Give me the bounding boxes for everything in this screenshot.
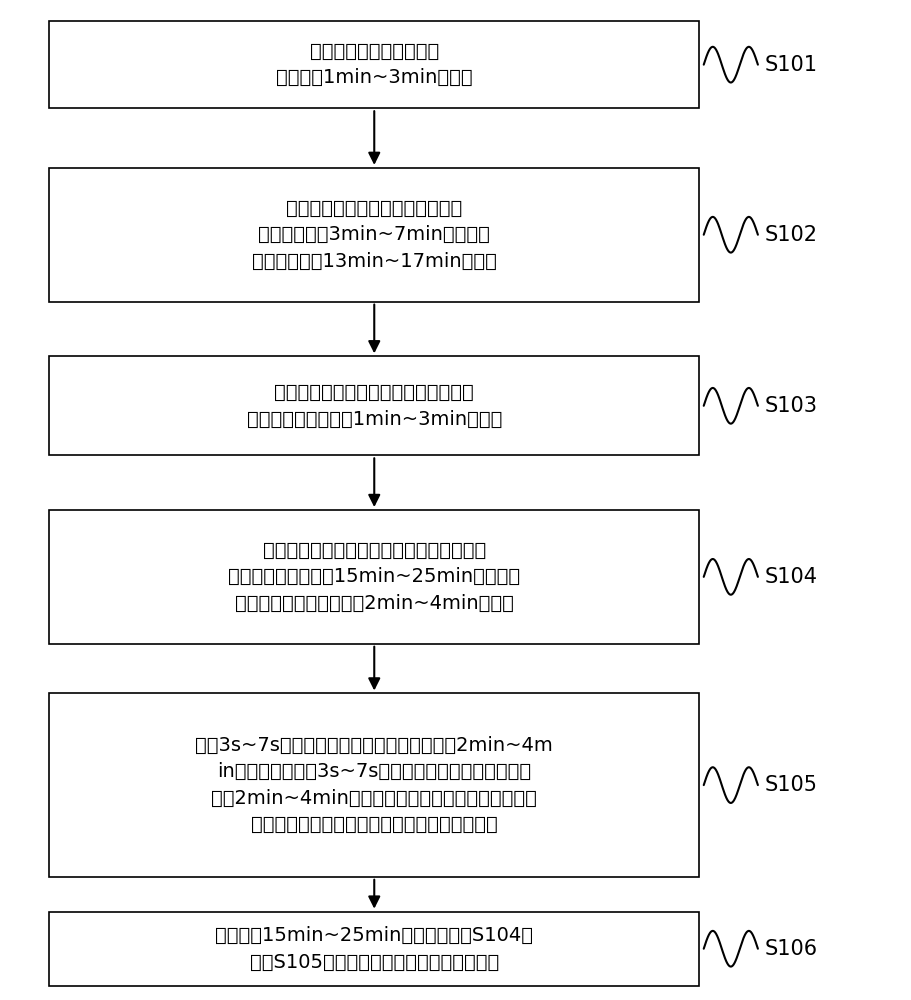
- FancyBboxPatch shape: [49, 912, 700, 986]
- FancyBboxPatch shape: [49, 693, 700, 877]
- Text: S101: S101: [765, 55, 818, 75]
- Text: 间隔3s~7s之后，第一从机的回油电磁阀打开2min~4m
in后关闭，再间隔3s~7s之后，第二从机的回油电磁阀
打开2min~4min后关闭，直至多个室外机: 间隔3s~7s之后，第一从机的回油电磁阀打开2min~4m in后关闭，再间隔3…: [195, 736, 553, 834]
- Text: 室外机初次上电，回油电
磁阀开启1min~3min后关闭: 室外机初次上电，回油电 磁阀开启1min~3min后关闭: [276, 42, 473, 87]
- FancyBboxPatch shape: [49, 356, 700, 455]
- Text: S102: S102: [765, 225, 818, 245]
- Text: 在一台室外机的压缩机全部停止工作后
，其回油电磁阀开启1min~3min后关闭: 在一台室外机的压缩机全部停止工作后 ，其回油电磁阀开启1min~3min后关闭: [247, 383, 502, 429]
- Text: S104: S104: [765, 567, 818, 587]
- Text: 以后每隔15min~25min重复一次步骤S104和
步骤S105的操作，直至全部室外机停止工作: 以后每隔15min~25min重复一次步骤S104和 步骤S105的操作，直至全…: [215, 926, 533, 971]
- Text: S106: S106: [765, 939, 818, 959]
- Text: S105: S105: [765, 775, 818, 795]
- FancyBboxPatch shape: [49, 168, 700, 302]
- Text: 打开全部室外机的截止阀，并在全部室外机
的主机的压缩机开启15min~25min后，打开
主机的回油电磁阀，持续2min~4min后关闭: 打开全部室外机的截止阀，并在全部室外机 的主机的压缩机开启15min~25min…: [228, 541, 520, 613]
- Text: 开启室外机的压缩机，回油电磁阀
在压缩机开启3min~7min时打开，
在压缩机工作13min~17min时关闭: 开启室外机的压缩机，回油电磁阀 在压缩机开启3min~7min时打开， 在压缩机…: [251, 199, 496, 271]
- FancyBboxPatch shape: [49, 510, 700, 644]
- Text: S103: S103: [765, 396, 818, 416]
- FancyBboxPatch shape: [49, 21, 700, 108]
